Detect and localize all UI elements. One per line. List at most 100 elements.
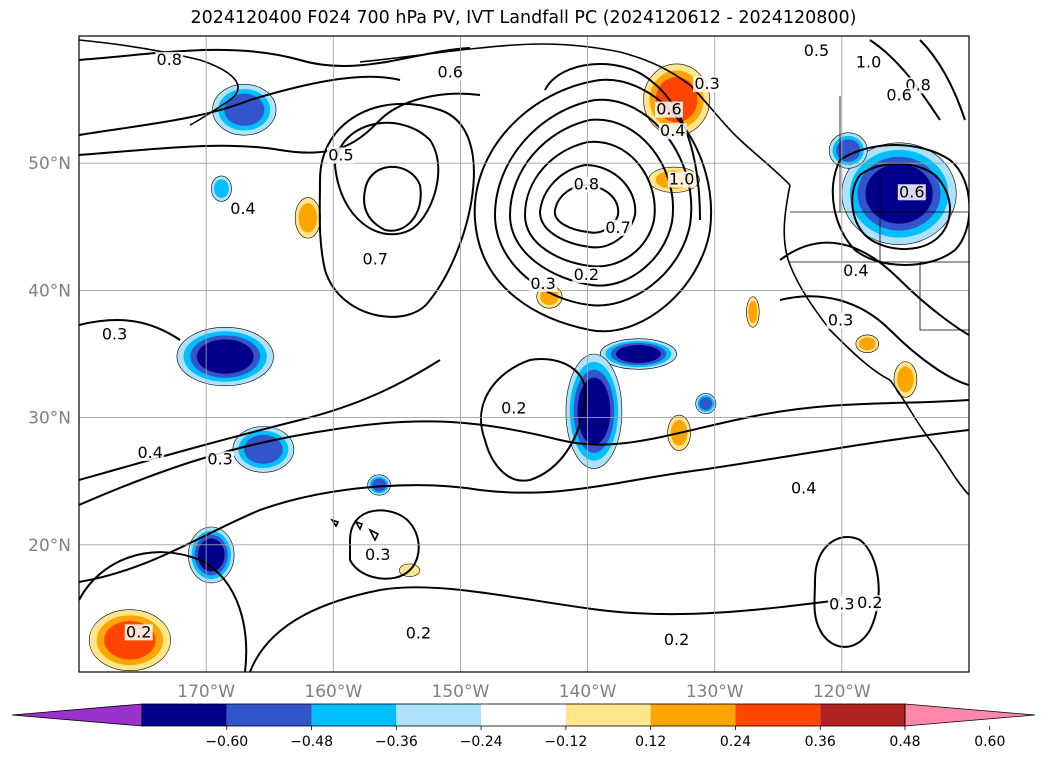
longitude-label: 140°W	[559, 682, 617, 702]
contour-label-bg	[827, 596, 856, 613]
contour-line	[79, 429, 969, 583]
island-hawaii-2	[354, 520, 364, 531]
shaded-region	[244, 434, 283, 464]
longitude-label: 120°W	[813, 682, 871, 702]
contour-label: 0.2	[501, 399, 526, 418]
gridlines	[79, 36, 969, 672]
contour-label-bg	[206, 451, 235, 468]
colorbar-tick-label: −0.60	[205, 734, 248, 750]
colorbar-frame	[141, 703, 906, 727]
longitude-labels: 170°W 160°W 150°W 140°W 130°W 120°W	[177, 682, 871, 702]
colorbar-segment	[565, 704, 651, 726]
contour-line	[79, 75, 401, 136]
contour-line	[869, 39, 941, 121]
pv-contour-layer	[79, 39, 969, 672]
shaded-region	[540, 288, 559, 306]
contour-label: 0.4	[137, 443, 162, 462]
contour-label: 0.4	[230, 199, 255, 218]
contour-label-bg	[124, 624, 153, 641]
colorbar-segment	[142, 704, 227, 726]
contour-line	[79, 551, 248, 672]
longitude-label: 160°W	[304, 682, 362, 702]
contour-line	[249, 586, 841, 672]
contour-label-bg	[826, 312, 855, 329]
contour-line	[523, 140, 656, 268]
contour-label: 0.3	[828, 311, 853, 330]
island-hawaii-3	[368, 528, 380, 542]
contour-label-bg	[363, 546, 392, 563]
colorbar-segment	[820, 704, 905, 726]
contour-label: 0.3	[694, 74, 719, 93]
shaded-region	[298, 203, 318, 233]
contour-label-bg	[667, 171, 696, 188]
longitude-label: 150°W	[432, 682, 490, 702]
shaded-region	[371, 478, 387, 492]
contour-label-bg	[604, 219, 633, 236]
contour-line	[544, 63, 701, 221]
colorbar-segment	[735, 704, 821, 726]
contour-label: 0.3	[207, 449, 232, 468]
contour-label: 0.5	[328, 145, 353, 164]
contour-label-bg	[436, 64, 465, 81]
contour-label-bg	[789, 480, 818, 497]
colorbar-tick-label: 0.48	[889, 734, 920, 750]
contour-label: 1.0	[856, 53, 881, 72]
contour-line	[779, 295, 969, 386]
latitude-label: 30°N	[28, 409, 71, 429]
contour-label-bg	[229, 200, 258, 217]
contour-label-bg	[897, 184, 926, 201]
colorbar-segment	[396, 704, 482, 726]
latitude-label: 20°N	[28, 536, 71, 556]
shaded-region	[699, 397, 713, 411]
contour-label-bg	[854, 54, 883, 71]
longitude-label: 170°W	[177, 682, 235, 702]
coastline-alaska-south	[359, 43, 691, 86]
colorbar-tick-label: 0.60	[974, 734, 1005, 750]
contour-line	[831, 144, 969, 266]
contour-labels: 0.80.60.30.50.40.70.60.41.00.80.70.3 0.20…	[100, 41, 933, 649]
shaded-region	[858, 337, 876, 351]
contour-label-bg	[404, 625, 433, 642]
border-layer	[790, 96, 969, 331]
colorbar-tick-label: −0.36	[375, 734, 418, 750]
coastline-layer	[79, 39, 969, 542]
contour-line	[779, 241, 969, 336]
contour-label-bg	[658, 123, 687, 140]
colorbar-tick-label: 0.36	[805, 734, 836, 750]
latitude-labels: 50°N 40°N 30°N 20°N	[28, 154, 71, 556]
contour-line	[349, 509, 420, 580]
contour-label-bg	[654, 101, 683, 118]
contour-line	[480, 358, 587, 482]
contour-line	[473, 78, 713, 333]
coastline-british-columbia	[689, 84, 791, 186]
contour-label-bg	[572, 266, 601, 283]
contour-label: 0.2	[664, 630, 689, 649]
contour-line	[493, 98, 693, 307]
contour-label: 0.2	[857, 593, 882, 612]
contour-label: 0.7	[363, 250, 388, 269]
contour-label: 0.2	[406, 624, 431, 643]
colorbar-tick-label: 0.12	[635, 734, 666, 750]
contour-line	[363, 165, 422, 232]
shaded-region	[897, 366, 914, 393]
coastline-alaska	[79, 39, 239, 126]
contour-label: 0.3	[829, 594, 854, 613]
contour-label: 0.4	[660, 121, 685, 140]
map-frame	[78, 35, 970, 673]
contour-line	[79, 319, 181, 341]
shaded-region	[196, 339, 254, 374]
contour-line	[538, 163, 637, 249]
contour-label-bg	[855, 595, 884, 612]
contour-label-bg	[802, 43, 831, 60]
contour-label: 0.3	[102, 325, 127, 344]
contour-label: 0.6	[656, 100, 681, 119]
contour-line	[851, 162, 951, 251]
contour-label-bg	[841, 263, 870, 280]
colorbar-tick-label: −0.24	[460, 734, 503, 750]
contour-label-bg	[326, 147, 355, 164]
contour-line	[333, 121, 440, 236]
contour-line	[919, 39, 966, 121]
contour-label-bg	[572, 176, 601, 193]
map-title: 2024120400 F024 700 hPa PV, IVT Landfall…	[190, 8, 857, 28]
